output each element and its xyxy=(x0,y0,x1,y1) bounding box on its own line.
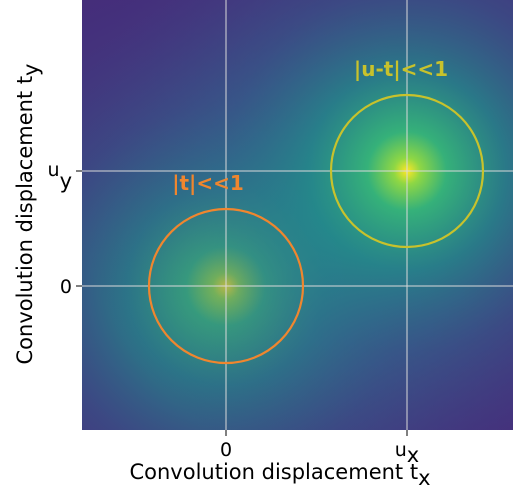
x-axis-title: Convolution displacement tx xyxy=(129,460,430,490)
x-tick-label-ux-sub: x xyxy=(407,443,419,467)
x-tick-label-ux: ux xyxy=(395,439,419,467)
annotation-origin: |t|<<1 xyxy=(172,171,244,195)
x-axis-title-main: Convolution displacement t xyxy=(129,460,418,484)
y-axis-title: Convolution displacement ty xyxy=(13,63,43,364)
y-axis-title-main: Convolution displacement t xyxy=(13,76,37,365)
annotation-u: |u-t|<<1 xyxy=(354,57,448,81)
x-tick-label-ux-main: u xyxy=(395,439,407,461)
x-axis-title-sub: x xyxy=(418,466,430,490)
peak-u-field xyxy=(82,0,513,430)
y-tick-label-uy-main: u xyxy=(48,159,60,181)
circle-u xyxy=(329,93,485,249)
y-tick-label-uy: uy xyxy=(48,159,72,193)
x-tick-label-0: 0 xyxy=(220,439,232,461)
y-tick-label-uy-sub: y xyxy=(60,169,72,193)
circle-origin xyxy=(147,207,305,365)
heatmap-area xyxy=(82,0,513,430)
y-axis-title-sub: y xyxy=(19,63,43,75)
y-tick-label-0: 0 xyxy=(60,276,72,298)
